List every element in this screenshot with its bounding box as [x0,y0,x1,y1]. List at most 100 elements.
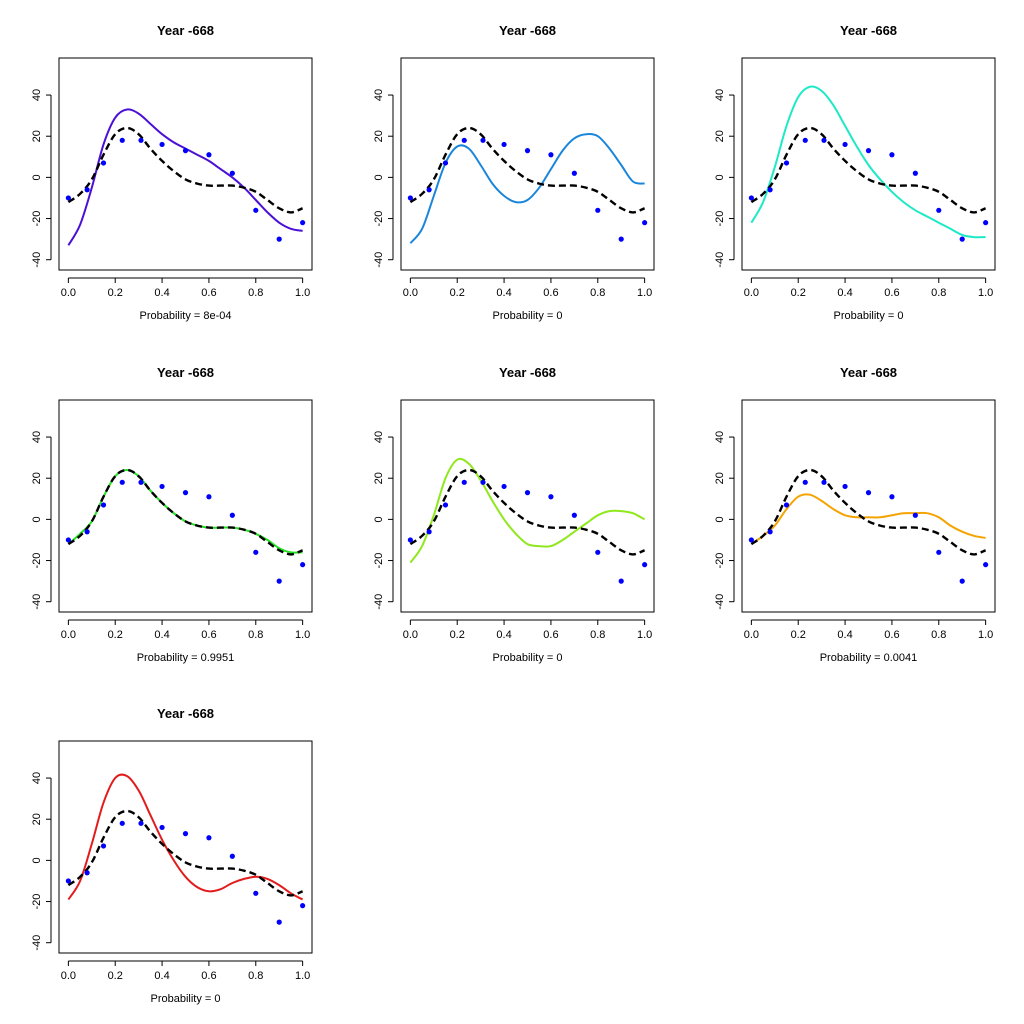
data-point [206,835,212,841]
plot-frame [400,399,655,613]
data-point [748,537,754,543]
data-point [119,820,125,826]
data-point [119,479,125,485]
plot-frame [741,57,996,271]
x-axis-label: Probability = 0 [492,652,562,664]
reference-curve [67,468,304,556]
data-point [206,152,212,158]
data-point [65,195,71,201]
x-tick-label: 0.8 [931,287,946,299]
plot-frame [58,57,313,271]
plot-frame [400,57,655,271]
fit-curve [409,133,645,244]
fit-curve [67,773,304,901]
data-point [100,843,107,849]
chart-title: Year -668 [499,365,556,380]
y-tick-label: 20 [714,472,726,484]
data-point [442,160,449,166]
reference-curve [409,468,646,556]
data-point [936,207,942,213]
x-tick-label: 0.8 [248,287,263,299]
chart-title: Year -668 [157,706,214,721]
x-tick-label: 0.4 [496,629,511,641]
data-point [159,824,165,831]
reference-curve [67,126,304,214]
x-tick-label: 0.8 [590,287,605,299]
data-point [276,578,282,584]
y-tick-label: 20 [31,813,43,825]
data-point [783,160,790,166]
x-axis-label: Probability = 0 [833,310,903,322]
fit-curve [750,85,986,239]
x-axis-label: Probability = 8e-04 [139,310,231,322]
x-tick-label: 0.0 [61,970,76,982]
y-tick-label: 0 [31,516,43,522]
chart-panel-3: Year -668 0.0 0.2 0.4 0.6 0.8 1.0 -40 -20 0 20 40 Pr… [714,23,996,322]
x-tick-label: 0.0 [744,629,759,641]
y-tick-label: -20 [714,211,726,227]
data-point [276,919,282,925]
y-tick-label: 20 [373,130,385,142]
data-point [182,148,189,154]
x-tick-label: 0.2 [108,629,123,641]
x-tick-label: 0.0 [61,629,76,641]
data-point [959,236,965,242]
data-point [461,479,467,485]
data-point [84,529,90,535]
x-tick-label: 0.6 [884,629,899,641]
data-point [595,207,601,213]
x-tick-label: 0.8 [248,970,263,982]
data-point [426,187,432,193]
x-tick-label: 0.8 [248,629,263,641]
data-point [84,870,90,876]
y-tick-label: 20 [31,130,43,142]
reference-curve [67,809,304,897]
x-tick-label: 0.0 [744,287,759,299]
data-point [229,853,235,859]
y-tick-label: -20 [373,553,385,569]
data-point [407,537,413,543]
data-point [65,537,71,543]
chart-title: Year -668 [157,365,214,380]
y-tick-label: -40 [31,594,43,610]
data-point [783,502,790,508]
data-point [407,195,413,201]
data-point [748,195,754,201]
data-point [501,141,507,148]
x-tick-label: 0.6 [201,970,216,982]
data-point [802,479,808,485]
y-tick-label: 0 [31,174,43,180]
data-point [253,207,259,213]
data-point [159,141,165,148]
y-tick-label: 0 [31,857,43,863]
chart-title: Year -668 [499,23,556,38]
y-tick-label: 0 [714,174,726,180]
y-tick-label: -40 [373,252,385,268]
fit-curve [750,493,986,545]
data-point [842,483,848,490]
data-point [300,903,306,909]
fit-curve [409,457,646,564]
x-tick-label: 0.2 [791,287,806,299]
y-tick-label: 40 [373,89,385,101]
data-point [936,549,942,555]
y-tick-label: 40 [31,89,43,101]
x-tick-label: 0.6 [201,287,216,299]
x-tick-label: 0.4 [154,970,169,982]
x-tick-label: 0.6 [543,629,558,641]
reference-curve [750,126,987,214]
data-point [842,141,848,148]
data-point [138,479,144,485]
data-point [206,494,212,500]
chart-panel-1: Year -668 0.0 0.2 0.4 0.6 0.8 1.0 -40 -20 0 20 40 Pr… [31,23,313,322]
y-tick-label: -20 [714,553,726,569]
data-point [571,512,577,518]
data-point [524,148,531,154]
plot-frame [741,399,996,613]
data-point [501,483,507,490]
y-tick-label: 20 [373,472,385,484]
data-point [865,490,872,496]
data-point [983,562,989,568]
x-tick-label: 0.0 [403,287,418,299]
data-point [548,152,554,158]
